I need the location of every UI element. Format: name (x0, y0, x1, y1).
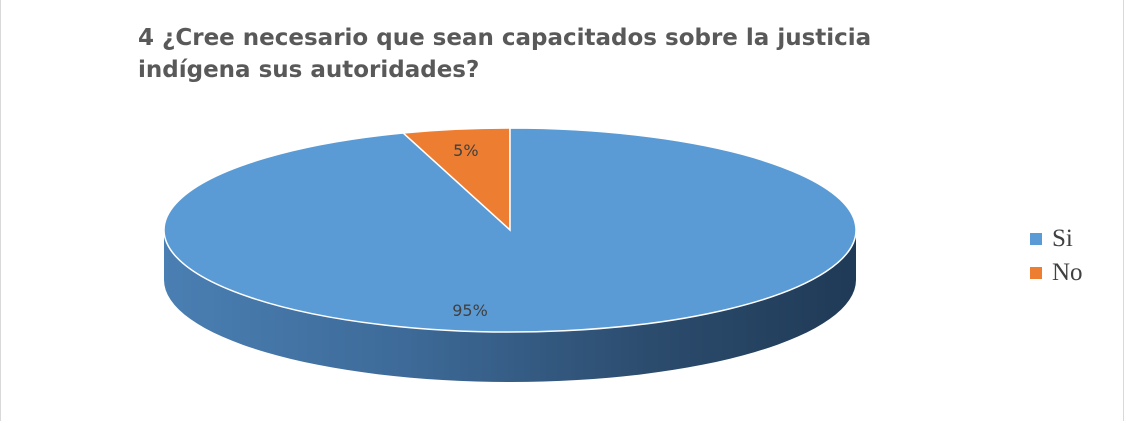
chart-title: 4 ¿Cree necesario que sean capacitados s… (138, 22, 1038, 86)
pie-top-layer (163, 127, 857, 333)
legend-label-no: No (1052, 259, 1083, 286)
legend-swatch-no (1030, 267, 1042, 279)
legend-item-no: No (1030, 256, 1083, 290)
pie-side-layer (164, 230, 856, 382)
slice-side-si (164, 230, 856, 382)
legend-label-si: Si (1052, 225, 1073, 252)
data-label-si: 95% (452, 301, 488, 320)
slice-si (163, 127, 857, 333)
chart-title-line-1: 4 ¿Cree necesario que sean capacitados s… (138, 25, 872, 51)
chart-legend: Si No (1030, 222, 1083, 290)
chart-title-line-2: indígena sus autoridades? (138, 57, 480, 83)
legend-item-si: Si (1030, 222, 1083, 256)
legend-swatch-si (1030, 233, 1042, 245)
data-label-no: 5% (453, 141, 478, 160)
pie-label-layer: 95% 5% (452, 141, 488, 320)
